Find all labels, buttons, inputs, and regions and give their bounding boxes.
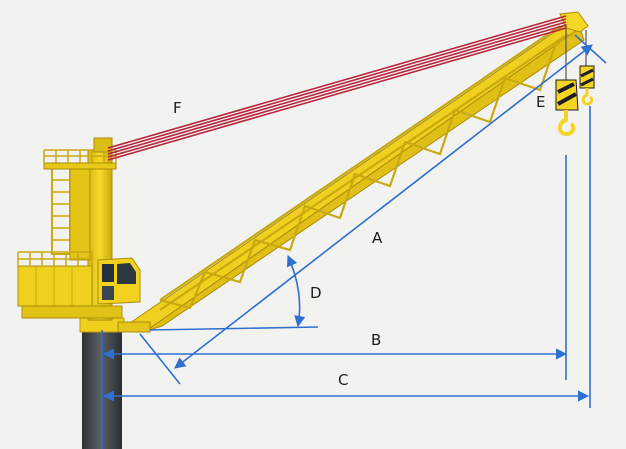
- operator-cab: [98, 258, 140, 304]
- label-d: D: [310, 284, 322, 302]
- angle-reference-line: [150, 327, 318, 330]
- label-e: E: [536, 93, 545, 111]
- label-c: C: [338, 371, 348, 389]
- label-b: B: [371, 331, 381, 349]
- crane-boom: [118, 12, 588, 332]
- auxiliary-hook-block: [580, 66, 594, 104]
- main-hook-block: [556, 80, 578, 134]
- label-f: F: [173, 99, 182, 117]
- label-a: A: [372, 229, 383, 247]
- angle-d-arc: [288, 256, 300, 326]
- dimension-lines: [102, 35, 606, 449]
- dimension-a-line: [175, 45, 592, 368]
